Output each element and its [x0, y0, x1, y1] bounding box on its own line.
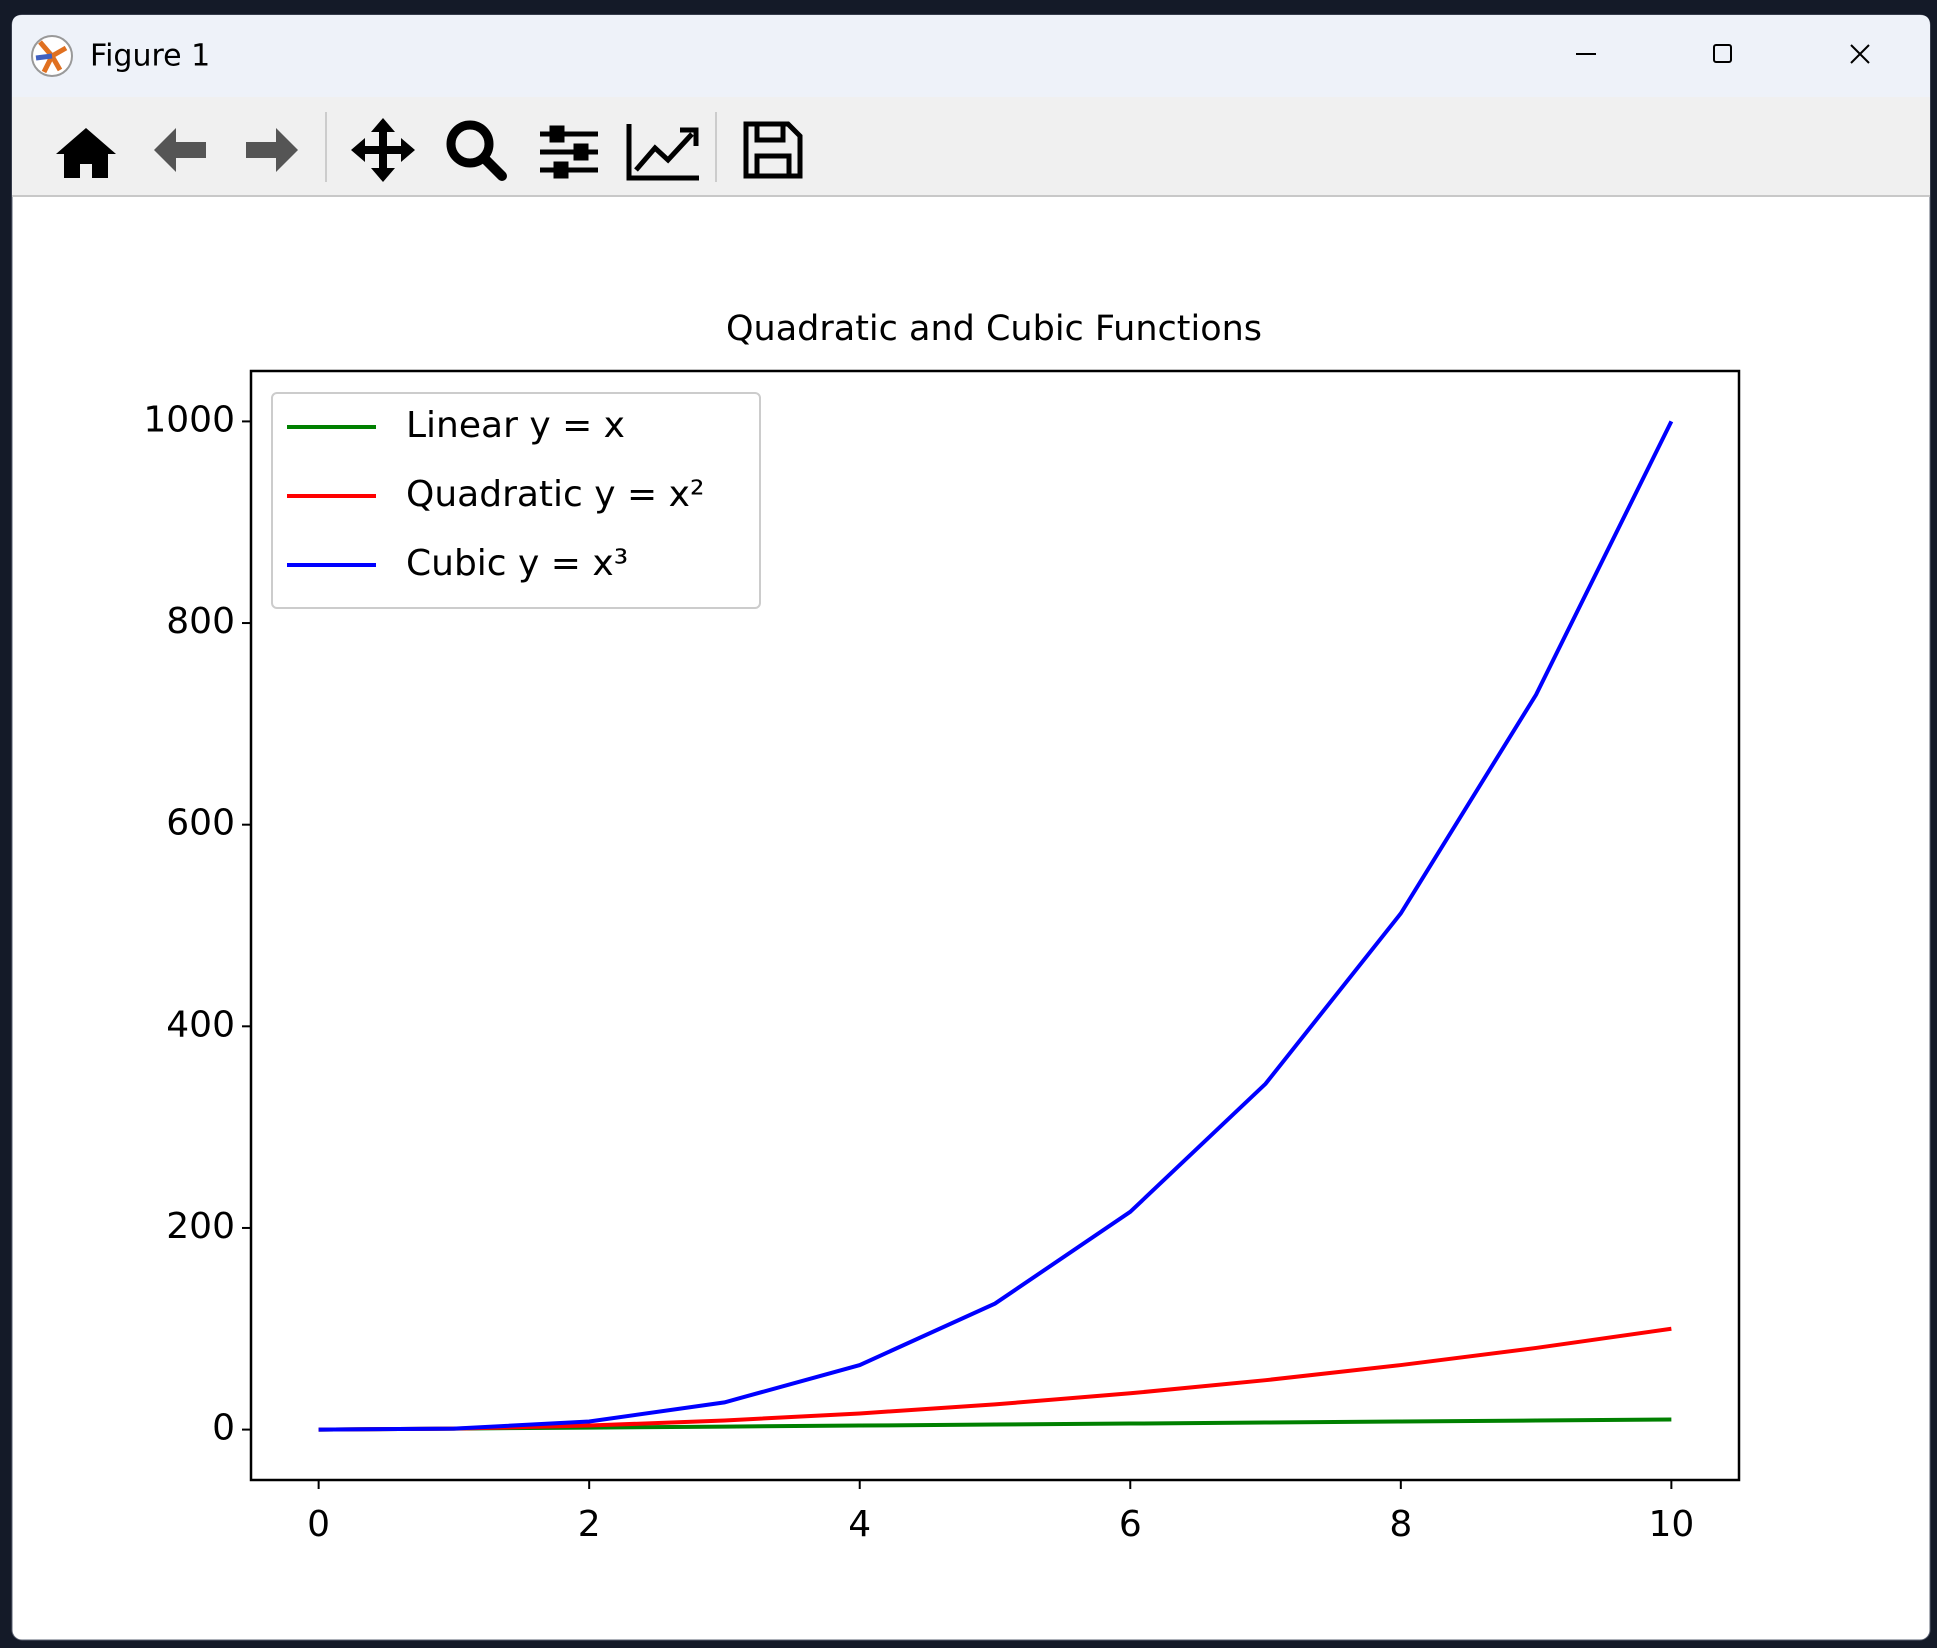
- legend-label: Linear y = x: [406, 405, 625, 446]
- forward-button[interactable]: [246, 128, 298, 172]
- x-tick-label: 2: [578, 1504, 601, 1545]
- chart-title: Quadratic and Cubic Functions: [726, 309, 1262, 349]
- x-tick-label: 10: [1648, 1504, 1694, 1545]
- app-icon: [31, 35, 73, 77]
- x-tick-label: 4: [848, 1504, 871, 1545]
- x-tick-label: 8: [1389, 1504, 1412, 1545]
- legend-label: Quadratic y = x²: [406, 474, 704, 515]
- data-line: [318, 420, 1674, 1432]
- pan-button[interactable]: [351, 118, 415, 182]
- title-bar: [12, 15, 1930, 97]
- axes-edit-button[interactable]: [626, 124, 699, 181]
- x-tick-label: 6: [1119, 1504, 1142, 1545]
- x-tick-label: 0: [307, 1504, 330, 1545]
- window-title: Figure 1: [90, 39, 210, 74]
- y-tick-label: 800: [166, 601, 235, 642]
- y-tick-label: 200: [166, 1206, 235, 1247]
- y-tick-label: 600: [166, 803, 235, 844]
- axes-frame: [249, 369, 1741, 1482]
- y-tick-label: 0: [212, 1408, 235, 1449]
- y-tick-label: 400: [166, 1004, 235, 1045]
- save-button[interactable]: [743, 121, 803, 179]
- legend: Linear y = x Quadratic y = x² Cubic y = x³: [271, 392, 761, 609]
- zoom-button[interactable]: [446, 120, 507, 181]
- legend-box: [271, 392, 761, 609]
- legend-label: Cubic y = x³: [406, 543, 628, 584]
- maximize-button[interactable]: [1713, 44, 1732, 63]
- close-button[interactable]: [1850, 44, 1870, 64]
- configure-button[interactable]: [540, 125, 598, 179]
- data-line: [318, 1326, 1672, 1432]
- home-button[interactable]: [56, 128, 116, 178]
- toolbar: [12, 97, 1930, 195]
- back-button[interactable]: [154, 128, 206, 172]
- y-tick-label: 1000: [143, 399, 235, 440]
